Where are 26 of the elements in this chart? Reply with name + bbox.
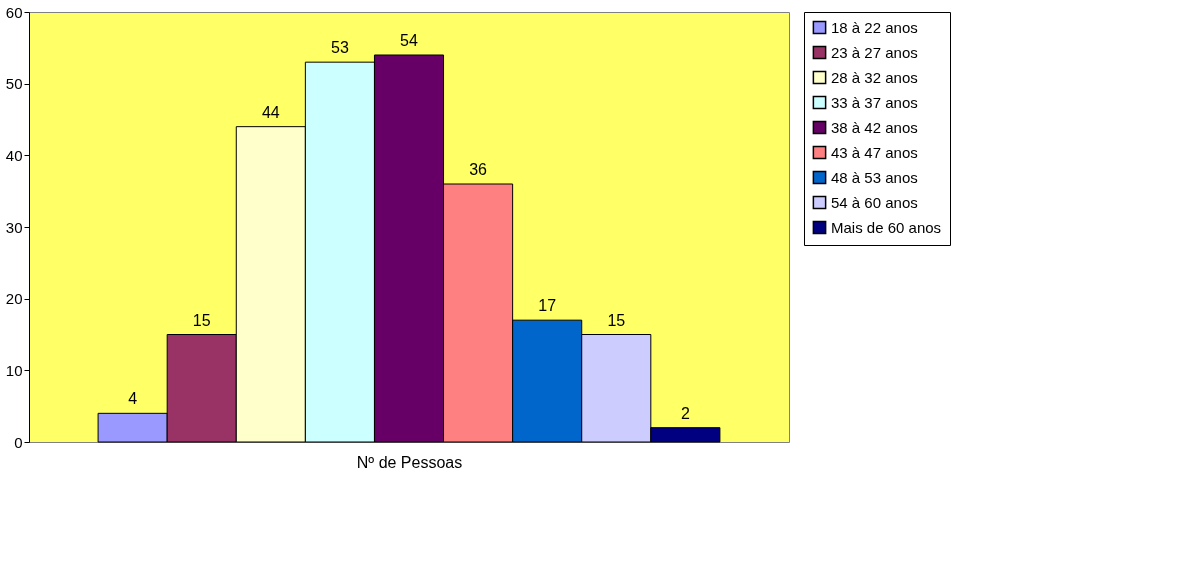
- y-tick-label: 30: [5, 218, 23, 236]
- legend-label: Mais de 60 anos: [831, 218, 942, 236]
- data-label: 44: [261, 103, 280, 121]
- legend-label: 38 à 42 anos: [831, 118, 918, 136]
- y-tick-label: 0: [14, 433, 23, 451]
- data-label: 2: [680, 404, 690, 422]
- data-label: 17: [538, 297, 557, 315]
- y-tick-label: 20: [5, 290, 23, 308]
- y-tick-label: 40: [5, 146, 23, 164]
- y-tick-label: 10: [5, 361, 23, 379]
- legend-label: 28 à 32 anos: [831, 68, 918, 86]
- data-label: 15: [607, 311, 626, 329]
- legend-label: 18 à 22 anos: [831, 18, 918, 36]
- data-label: 15: [192, 311, 211, 329]
- data-label: 53: [331, 39, 349, 57]
- legend-label: 48 à 53 anos: [831, 168, 918, 186]
- y-tick-label: 50: [5, 75, 23, 93]
- legend-label: 23 à 27 anos: [831, 43, 918, 61]
- data-label: 4: [128, 390, 138, 408]
- y-tick-label: 60: [5, 3, 23, 21]
- legend-label: 33 à 37 anos: [831, 93, 918, 111]
- x-axis-title: Nº de Pessoas: [356, 453, 463, 471]
- data-label: 36: [469, 161, 488, 178]
- legend-label: 54 à 60 anos: [831, 193, 918, 211]
- legend-label: 43 à 47 anos: [831, 143, 918, 161]
- data-label: 54: [400, 32, 418, 49]
